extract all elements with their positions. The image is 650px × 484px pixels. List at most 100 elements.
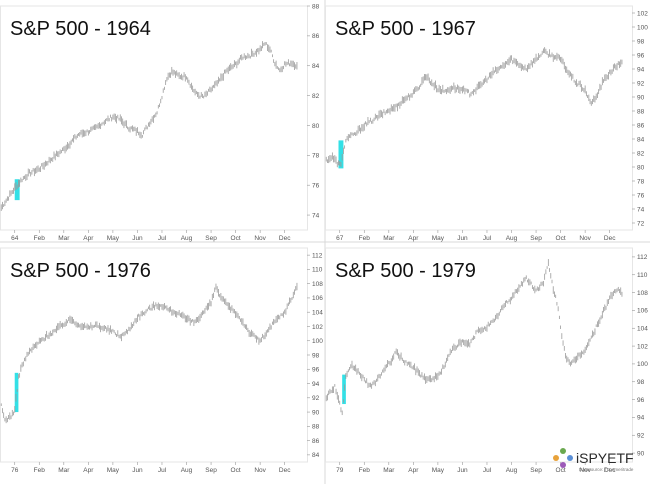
y-tick-label: 90 xyxy=(637,450,645,457)
y-tick-label: 110 xyxy=(312,267,323,274)
x-tick-label: Jul xyxy=(158,467,167,474)
x-tick-label: Mar xyxy=(383,467,395,474)
y-tick-label: 76 xyxy=(312,183,320,190)
price-bars xyxy=(0,41,298,211)
x-tick-label: Aug xyxy=(506,467,518,474)
y-tick-label: 88 xyxy=(312,424,320,431)
x-tick-label: May xyxy=(432,467,445,474)
price-bars xyxy=(325,47,623,168)
y-tick-label: 86 xyxy=(312,33,320,40)
x-tick-label: Apr xyxy=(83,235,94,242)
x-tick-label: Apr xyxy=(408,467,419,474)
x-tick-label: 79 xyxy=(336,467,344,474)
x-tick-label: Nov xyxy=(579,235,591,242)
x-tick-label: May xyxy=(107,467,120,474)
x-tick-label: Jun xyxy=(457,467,468,474)
ispyetf-logo: iSPYETF Datasource: TD Ameritrade xyxy=(553,448,634,472)
chart-title: S&P 500 - 1979 xyxy=(335,260,476,282)
x-tick-label: Feb xyxy=(359,235,371,242)
y-tick-label: 104 xyxy=(637,326,648,333)
y-tick-label: 84 xyxy=(637,136,645,143)
y-tick-label: 108 xyxy=(312,281,323,288)
x-tick-label: Aug xyxy=(181,467,193,474)
y-tick-label: 96 xyxy=(637,52,645,59)
x-tick-label: Feb xyxy=(34,235,46,242)
y-tick-label: 90 xyxy=(312,409,320,416)
x-tick-label: Aug xyxy=(181,235,193,242)
logo-brand-prefix: i xyxy=(576,450,579,466)
y-tick-label: 100 xyxy=(637,24,648,31)
x-tick-label: Dec xyxy=(279,235,291,242)
x-tick-label: Feb xyxy=(359,467,371,474)
x-tick-label: Mar xyxy=(383,235,395,242)
y-tick-label: 96 xyxy=(637,397,645,404)
x-tick-label: Dec xyxy=(604,235,616,242)
y-tick-label: 84 xyxy=(312,63,320,70)
x-tick-label: Nov xyxy=(254,235,266,242)
chart-panel-1967: 72 74 76 78 80 82 84 86 88 90 92 94 96 98 100 102 67 Feb M… xyxy=(325,5,648,242)
y-tick-label: 96 xyxy=(312,367,320,374)
y-tick-label: 98 xyxy=(637,379,645,386)
x-tick-label: 64 xyxy=(11,235,19,242)
logo-wordmark: iSPYETF xyxy=(576,450,634,466)
highlight-box xyxy=(338,140,344,169)
y-tick-label: 74 xyxy=(312,212,320,219)
x-tick-label: Jul xyxy=(158,235,167,242)
x-tick-label: Feb xyxy=(34,467,46,474)
x-tick-label: Apr xyxy=(408,235,419,242)
x-tick-label: Oct xyxy=(556,235,566,242)
x-tick-label: Sep xyxy=(205,235,217,242)
y-tick-label: 88 xyxy=(312,3,320,10)
logo-brand-main: SPYETF xyxy=(579,450,633,466)
price-bars xyxy=(0,282,298,424)
highlight-box xyxy=(342,374,346,405)
y-tick-label: 92 xyxy=(637,80,645,87)
y-tick-label: 86 xyxy=(312,438,320,445)
x-tick-label: Apr xyxy=(83,467,94,474)
y-tick-label: 108 xyxy=(637,290,648,297)
logo-circle-icon xyxy=(553,448,573,468)
chart-title: S&P 500 - 1976 xyxy=(10,260,151,282)
logo-tagline: Datasource: TD Ameritrade xyxy=(579,467,634,472)
y-tick-label: 80 xyxy=(637,164,645,171)
x-tick-label: Aug xyxy=(506,235,518,242)
y-tick-label: 86 xyxy=(637,122,645,129)
x-tick-label: Jun xyxy=(457,235,468,242)
x-tick-label: Jun xyxy=(132,467,143,474)
x-tick-label: Oct xyxy=(231,467,241,474)
x-tick-label: May xyxy=(432,235,445,242)
chart-panel-1979: 90 92 94 96 98 100 102 104 106 108 110 112 79 Feb Mar A… xyxy=(325,247,648,474)
y-tick-label: 76 xyxy=(637,192,645,199)
y-tick-label: 100 xyxy=(312,338,323,345)
y-tick-label: 106 xyxy=(312,295,323,302)
y-tick-label: 94 xyxy=(637,415,645,422)
y-tick-label: 112 xyxy=(312,252,323,259)
highlight-box xyxy=(14,372,19,413)
y-tick-label: 102 xyxy=(637,343,648,350)
x-tick-label: Mar xyxy=(58,467,70,474)
chart-panel-1976: 84 86 88 90 92 94 96 98 100 102 104 106 108 110 112 76 F… xyxy=(0,247,323,474)
y-tick-label: 110 xyxy=(637,272,648,279)
x-tick-label: Mar xyxy=(58,235,70,242)
highlight-box xyxy=(14,179,20,201)
x-tick-label: Jul xyxy=(483,467,492,474)
y-tick-label: 74 xyxy=(637,206,645,213)
y-tick-label: 104 xyxy=(312,310,323,317)
y-tick-label: 92 xyxy=(312,395,320,402)
y-tick-label: 102 xyxy=(637,10,648,17)
plot-frame xyxy=(325,247,633,463)
y-tick-label: 82 xyxy=(637,150,645,157)
y-tick-label: 90 xyxy=(637,94,645,101)
y-tick-label: 98 xyxy=(637,38,645,45)
y-tick-label: 106 xyxy=(637,308,648,315)
y-tick-label: 78 xyxy=(637,178,645,185)
y-tick-label: 98 xyxy=(312,352,320,359)
chart-panel-1964: 74 76 78 80 82 84 86 88 64 Feb Mar Apr May Jun Jul Aug S… xyxy=(0,3,320,242)
y-tick-label: 92 xyxy=(637,433,645,440)
x-tick-label: Nov xyxy=(579,467,591,474)
x-tick-label: Oct xyxy=(231,235,241,242)
x-tick-label: Nov xyxy=(254,467,266,474)
x-tick-label: Sep xyxy=(530,235,542,242)
y-tick-label: 102 xyxy=(312,324,323,331)
